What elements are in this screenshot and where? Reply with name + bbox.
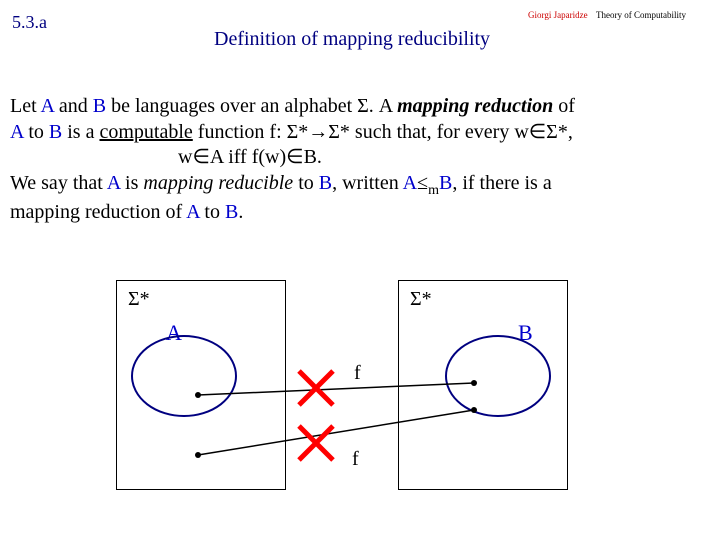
t: is a: [62, 121, 99, 143]
term-mapping-reduction: mapping reduction: [397, 95, 553, 117]
course-subtitle: Theory of Computability: [596, 10, 686, 20]
t: We say that: [10, 172, 107, 194]
rel-op: ≤: [417, 172, 428, 194]
sym-A: A: [10, 121, 23, 143]
sym-B: B: [49, 121, 62, 143]
diagram-svg: [0, 280, 720, 540]
term-mapping-reducible: mapping reducible: [143, 172, 293, 194]
section-number: 5.3.a: [12, 12, 47, 33]
sym-A: A: [41, 95, 54, 117]
sym-B: B: [319, 172, 332, 194]
sym-A: A: [186, 201, 199, 223]
definition-text: Let A and B be languages over an alphabe…: [10, 94, 710, 225]
rel-sub: m: [428, 183, 439, 198]
iff-line: w∈A iff f(w)∈B.: [178, 146, 322, 168]
t: and: [54, 95, 93, 117]
sym-A: A: [107, 172, 120, 194]
t: is: [120, 172, 143, 194]
t: Let: [10, 95, 41, 117]
t: function f: Σ*→Σ* such that, for every w…: [193, 121, 573, 143]
t: to: [23, 121, 49, 143]
t: to: [199, 201, 225, 223]
sym-B: B: [93, 95, 106, 117]
t: .: [238, 201, 243, 223]
mapping-diagram: Σ* Σ* A B f f: [0, 280, 720, 540]
page-title: Definition of mapping reducibility: [214, 28, 490, 51]
t: to: [293, 172, 319, 194]
rel-B: B: [439, 172, 452, 194]
t: mapping reduction of: [10, 201, 186, 223]
rel-A: A: [403, 172, 417, 194]
t: , if there is a: [452, 172, 551, 194]
term-computable: computable: [99, 121, 192, 143]
t: , written: [332, 172, 403, 194]
author: Giorgi Japaridze: [528, 10, 588, 20]
t: of: [553, 95, 575, 117]
t: be languages over an alphabet Σ. A: [106, 95, 397, 117]
sym-B: B: [225, 201, 238, 223]
